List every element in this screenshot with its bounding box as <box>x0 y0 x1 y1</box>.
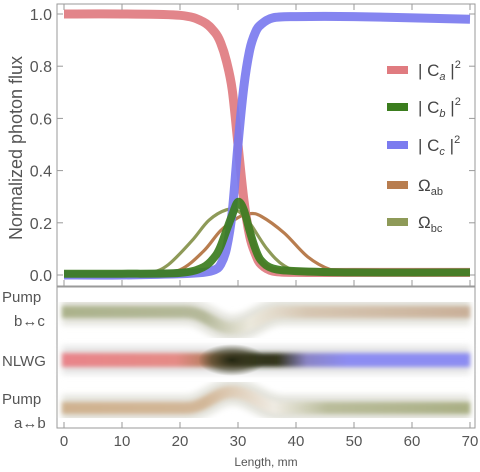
series-lines <box>63 9 471 280</box>
x-tick-label: 30 <box>230 433 247 450</box>
legend-label: | Cb |2 <box>418 96 461 120</box>
row-label-pump-ab-line1: Pump <box>2 391 41 408</box>
nlwg-waveguide <box>62 344 470 376</box>
series-line <box>63 197 471 278</box>
x-tick-label: 70 <box>462 433 479 450</box>
legend-label: Ωab <box>418 176 443 198</box>
x-tick-label: 0 <box>60 433 68 450</box>
row-label-pump-bc-line1: Pump <box>2 289 41 306</box>
legend-label-main: Ω <box>418 176 431 195</box>
x-axis: 0 10 20 30 40 50 60 70 <box>60 4 479 450</box>
legend-label-post: | <box>445 136 454 155</box>
legend-label-sub: b <box>439 108 445 120</box>
legend-label-sup: 2 <box>454 134 460 146</box>
legend-label-post: | <box>446 98 455 117</box>
legend-label: | Ca |2 <box>418 59 461 83</box>
row-label-pump-ab-line2: a↔b <box>14 415 46 432</box>
pump-ab-waveguide <box>62 378 470 421</box>
legend-label-post: | <box>446 61 455 80</box>
legend-label-main: | C <box>418 61 439 80</box>
y-tick-label: 1.0 <box>30 7 52 24</box>
y-axis-label: Normalized photon flux <box>6 56 26 240</box>
legend-label-sup: 2 <box>455 59 461 71</box>
x-tick-label: 60 <box>404 433 421 450</box>
y-axis: 0.0 0.2 0.4 0.6 0.8 1.0 <box>30 7 475 285</box>
legend-label-main: Ω <box>418 213 431 232</box>
top-plot-frame <box>56 3 476 287</box>
legend-label: | Cc |2 <box>418 134 460 158</box>
legend-label: Ωbc <box>418 213 443 235</box>
y-tick-label: 0.6 <box>30 111 52 128</box>
x-tick-label: 20 <box>172 433 189 450</box>
x-tick-label: 10 <box>114 433 131 450</box>
legend-label-sub: a <box>439 71 445 83</box>
legend-label-sub: ab <box>431 186 443 198</box>
legend-label-sub: c <box>439 146 445 158</box>
row-label-nlwg: NLWG <box>2 353 46 370</box>
x-axis-label: Length, mm <box>234 455 297 469</box>
y-tick-label: 0.2 <box>30 216 52 233</box>
x-tick-label: 40 <box>288 433 305 450</box>
legend-label-main: | C <box>418 98 439 117</box>
legend-label-sup: 2 <box>455 96 461 108</box>
legend-label-main: | C <box>418 136 439 155</box>
x-tick-label: 50 <box>346 433 363 450</box>
y-tick-label: 0.4 <box>30 164 52 181</box>
legend-label-sub: bc <box>431 223 443 235</box>
y-tick-label: 0.8 <box>30 59 52 76</box>
row-label-pump-bc-line2: b↔c <box>14 313 45 330</box>
pump-bc-waveguide <box>62 299 470 342</box>
y-tick-label: 0.0 <box>30 268 52 285</box>
